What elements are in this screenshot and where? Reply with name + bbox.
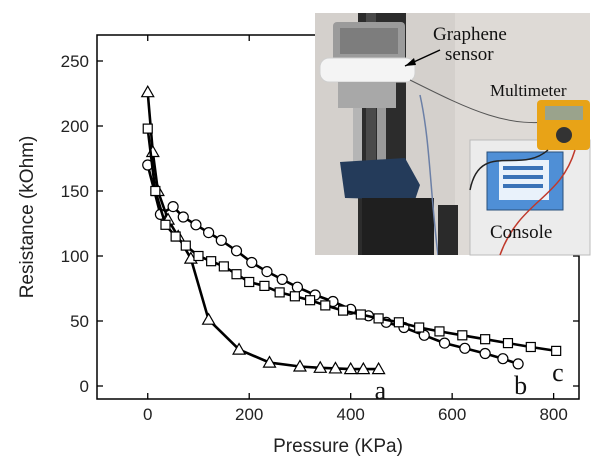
data-point-b: [291, 281, 304, 293]
photo-machine-column-highlight: [366, 13, 376, 255]
data-point-c: [304, 295, 316, 306]
data-point-a: [140, 84, 155, 98]
data-point-c: [373, 313, 384, 324]
photo-probe-shaft: [353, 108, 362, 176]
data-point-c: [337, 305, 349, 316]
data-point-b: [276, 273, 288, 285]
data-point-c: [160, 219, 171, 230]
data-point-c: [218, 261, 229, 272]
y-tick-label: 150: [61, 182, 89, 201]
x-tick-label: 600: [438, 405, 466, 424]
data-point-c: [289, 291, 300, 302]
data-point-a: [201, 312, 216, 325]
data-point-b: [177, 211, 189, 223]
photo-console-screen-row: [503, 184, 543, 188]
series-label-a: a: [375, 376, 387, 405]
data-point-c: [274, 287, 285, 298]
data-point-a: [328, 361, 343, 374]
x-tick-label: 200: [235, 405, 263, 424]
y-tick-label: 50: [70, 312, 89, 331]
data-point-b: [512, 358, 524, 370]
series-label-c: c: [552, 358, 564, 387]
data-point-b: [497, 353, 509, 365]
y-axis-title: Resistance (kOhm): [17, 136, 38, 299]
data-point-b: [246, 256, 258, 269]
photo-label-sensor-line2: sensor: [445, 44, 494, 65]
x-tick-label: 400: [336, 405, 364, 424]
photo-console-screen-row: [503, 166, 543, 170]
photo-multimeter-leads-black: [469, 149, 549, 191]
data-point-b: [203, 227, 215, 239]
data-point-c: [480, 334, 491, 345]
data-point-b: [215, 234, 227, 246]
data-point-c: [170, 231, 181, 242]
data-point-c: [551, 345, 562, 356]
data-point-c: [320, 300, 331, 311]
series-label-b: b: [514, 371, 527, 400]
data-point-b: [190, 219, 202, 231]
photo-cylinder: [438, 205, 458, 255]
data-point-a: [232, 342, 247, 355]
ticks-layer: 0 200 400 600 800 0 50 100 150 200 250: [61, 35, 579, 424]
photo-probe-shaft-right: [377, 108, 386, 163]
x-tick-label: 800: [539, 405, 567, 424]
data-point-c: [355, 309, 366, 320]
data-point-a: [262, 355, 277, 368]
data-point-c: [259, 280, 270, 291]
data-point-a: [292, 359, 307, 372]
y-tick-label: 100: [61, 247, 89, 266]
data-point-a: [343, 361, 358, 375]
y-tick-label: 0: [80, 377, 89, 396]
photo-base-block: [340, 158, 420, 200]
data-point-c: [244, 276, 255, 288]
photo-multimeter-leads: [499, 149, 576, 256]
photo-multimeter-dial: [556, 127, 572, 143]
y-tick-label: 200: [61, 117, 89, 136]
data-point-c: [180, 240, 191, 251]
data-point-c: [231, 269, 242, 280]
photo-base-plate: [362, 198, 434, 255]
data-point-b: [261, 266, 273, 278]
data-point-a: [313, 360, 328, 373]
data-point-c: [502, 338, 514, 349]
sensor-pointer-arrowhead: [405, 58, 416, 66]
data-point-b: [459, 342, 471, 354]
photo-clamp-detail: [340, 28, 398, 54]
x-tick-label: 0: [143, 405, 152, 424]
data-point-c: [150, 185, 161, 197]
y-tick-label: 250: [61, 52, 89, 71]
inset-photo: Graphene sensor Multimeter Console: [315, 13, 591, 256]
data-point-b: [230, 245, 243, 257]
data-point-c: [206, 256, 217, 267]
data-point-a: [371, 361, 386, 375]
data-point-b: [167, 201, 179, 213]
data-point-a: [356, 361, 371, 375]
photo-label-sensor-line1: Graphene: [433, 24, 507, 45]
photo-console-screen-row: [503, 175, 543, 179]
data-point-c: [193, 250, 204, 262]
data-point-c: [393, 317, 404, 328]
data-point-c: [457, 330, 468, 341]
x-axis-title: Pressure (KPa): [273, 436, 403, 457]
data-point-c: [142, 123, 153, 134]
photo-graphene-sensor: [319, 57, 416, 83]
data-point-b: [479, 347, 491, 360]
photo-wire: [419, 94, 439, 256]
data-point-c: [434, 326, 445, 337]
data-point-c: [414, 322, 425, 333]
data-point-c: [525, 341, 536, 353]
photo-multimeter-display: [545, 106, 583, 120]
data-point-b: [438, 337, 451, 349]
photo-probe-body: [338, 82, 396, 108]
photo-label-console: Console: [490, 222, 552, 243]
photo-label-multimeter: Multimeter: [490, 81, 567, 100]
